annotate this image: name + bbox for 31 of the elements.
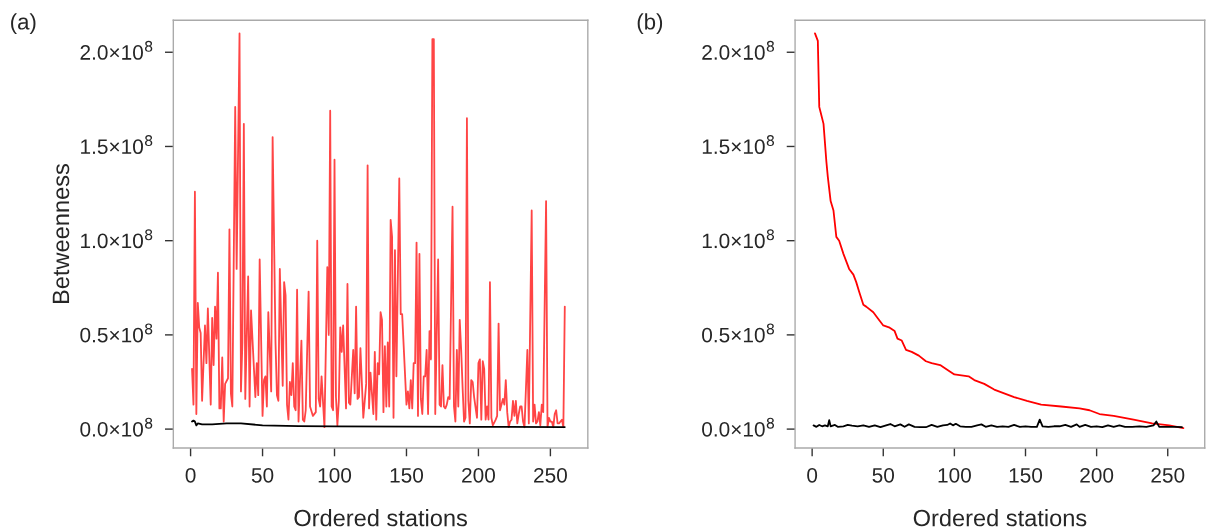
x-tick-label: 150 <box>1009 467 1043 483</box>
text: (b) <box>637 13 663 34</box>
x-tick-label: 100 <box>938 467 971 483</box>
y-tick-label: 0.5×10$^{8}$ <box>80 323 153 343</box>
y-tick-label: 1.0×10$^{8}$ <box>81 229 153 249</box>
line-series <box>814 32 1185 430</box>
x-tick-label: 200 <box>1080 467 1114 483</box>
x-tick-label: 250 <box>1151 467 1185 483</box>
y-tick-label: 1.5×10$^{8}$ <box>702 135 775 155</box>
x-tick-label: 100 <box>318 467 352 483</box>
y-tick-label: 0.5×10$^{8}$ <box>702 323 775 343</box>
x-axis-title: Ordered stations <box>913 509 1087 527</box>
y-tick-label: 0.0×10$^{8}$ <box>702 417 775 437</box>
text: (a) <box>11 13 36 34</box>
x-tick-label: 50 <box>872 467 895 483</box>
x-tick-label: 0 <box>185 467 196 483</box>
y-axis-title: Betweenness <box>52 164 70 304</box>
y-tick-label: 2.0×10$^{8}$ <box>80 40 153 60</box>
line-series <box>812 418 1183 429</box>
x-tick-label: 50 <box>251 467 274 483</box>
y-tick-label: 2.0×10$^{8}$ <box>702 40 775 60</box>
x-tick-label: 200 <box>462 467 495 483</box>
y-tick-label: 1.0×10$^{8}$ <box>702 229 775 249</box>
line-series <box>191 32 566 429</box>
x-tick-label: 250 <box>534 467 567 483</box>
y-tick-label: 1.5×10$^{8}$ <box>81 135 153 155</box>
x-axis-title: Ordered stations <box>294 509 467 527</box>
x-tick-label: 150 <box>390 467 424 483</box>
y-tick-label: 0.0×10$^{8}$ <box>80 417 153 437</box>
x-tick-label: 0 <box>807 467 818 483</box>
line-series <box>191 419 566 428</box>
